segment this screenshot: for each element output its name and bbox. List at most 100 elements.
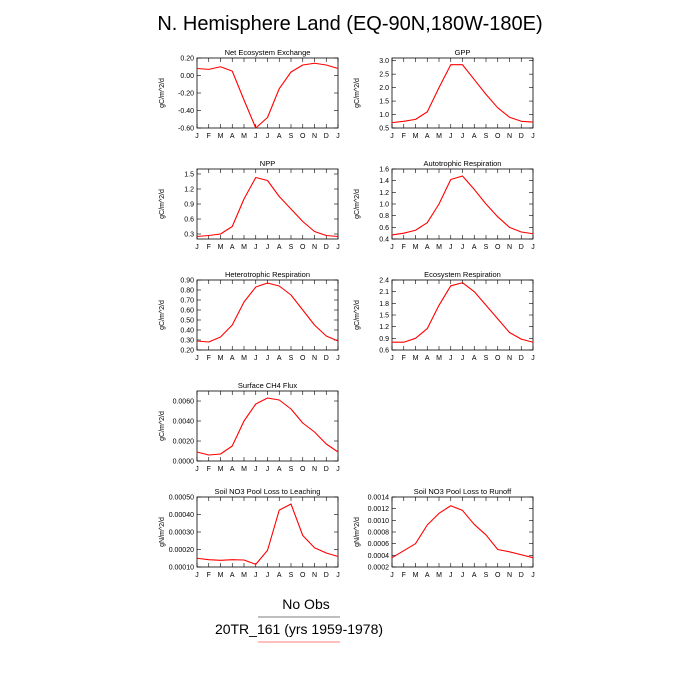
panel-heterotrophic-respiration: Heterotrophic Respiration 0.90 0.80 0.70 0.6… xyxy=(159,270,340,362)
panel-title: Net Ecosystem Exchange xyxy=(225,48,311,57)
x-tick-label: J xyxy=(531,244,535,251)
x-tick-label: M xyxy=(241,466,247,473)
x-tick-label: D xyxy=(519,572,524,579)
x-tick-label: S xyxy=(484,355,489,362)
x-tick-label: M xyxy=(413,133,419,140)
x-tick-label: J xyxy=(254,466,258,473)
x-tick-label: M xyxy=(413,244,419,251)
x-tick-label: J xyxy=(254,355,258,362)
x-tick-label: D xyxy=(324,466,329,473)
x-tick-label: O xyxy=(300,572,306,579)
plot-frame xyxy=(391,496,534,568)
y-tick-label: 0.6 xyxy=(379,348,389,355)
x-tick-label: D xyxy=(324,572,329,579)
x-tick-label: J xyxy=(266,466,270,473)
legend-entry-20tr-161: 20TR_161 (yrs 1959-1978) xyxy=(215,621,383,637)
x-tick-label: J xyxy=(254,133,258,140)
y-tick-label: 3.0 xyxy=(379,58,389,65)
y-tick-label: 0.5 xyxy=(379,126,389,133)
y-tick-label: 2.0 xyxy=(379,85,389,92)
x-tick-label: J xyxy=(195,355,199,362)
x-tick-label: F xyxy=(207,133,211,140)
x-tick-label: N xyxy=(507,133,512,140)
x-tick-label: D xyxy=(324,355,329,362)
x-tick-label: J xyxy=(390,355,394,362)
x-tick-label: M xyxy=(436,355,442,362)
x-tick-label: M xyxy=(436,244,442,251)
x-tick-label: M xyxy=(218,244,224,251)
series-line xyxy=(392,282,534,343)
x-tick-label: A xyxy=(277,355,282,362)
plot-frame xyxy=(196,279,339,351)
x-tick-label: A xyxy=(230,466,235,473)
series-line xyxy=(196,503,339,565)
x-tick-label: J xyxy=(336,244,340,251)
y-tick-label: 2.5 xyxy=(379,72,389,79)
panel-title: NPP xyxy=(260,159,275,168)
x-tick-label: M xyxy=(241,133,247,140)
plot-frame xyxy=(196,168,339,240)
x-tick-label: N xyxy=(312,133,317,140)
x-tick-label: N xyxy=(507,355,512,362)
x-tick-label: J xyxy=(254,244,258,251)
x-tick-label: M xyxy=(436,133,442,140)
y-tick-label: 2.1 xyxy=(379,289,389,296)
x-tick-label: A xyxy=(230,133,235,140)
x-tick-label: O xyxy=(300,355,306,362)
y-tick-label: 0.0014 xyxy=(368,495,390,502)
x-tick-label: O xyxy=(300,133,306,140)
x-tick-label: A xyxy=(472,355,477,362)
x-tick-label: F xyxy=(402,572,406,579)
panel-title: Heterotrophic Respiration xyxy=(225,270,310,279)
y-tick-label: 0.60 xyxy=(180,308,194,315)
y-tick-label: 1.5 xyxy=(379,313,389,320)
y-axis-label: gC/m^2/d xyxy=(159,189,166,219)
x-tick-label: D xyxy=(519,355,524,362)
x-tick-label: A xyxy=(230,244,235,251)
x-tick-label: M xyxy=(218,355,224,362)
y-tick-label: 1.5 xyxy=(379,99,389,106)
x-tick-label: J xyxy=(336,572,340,579)
y-tick-label: 0.0008 xyxy=(368,530,390,537)
x-tick-label: M xyxy=(218,133,224,140)
y-tick-label: 0.0060 xyxy=(173,399,195,406)
panel-title: GPP xyxy=(455,48,471,57)
x-tick-label: O xyxy=(495,355,501,362)
x-tick-label: J xyxy=(531,133,535,140)
panels-group: Net Ecosystem Exchange 0.20 0.00 -0.20 -0.40… xyxy=(159,48,535,579)
panel-title: Ecosystem Respiration xyxy=(424,270,501,279)
x-tick-label: D xyxy=(324,244,329,251)
x-tick-label: A xyxy=(277,466,282,473)
y-tick-label: 0.6 xyxy=(379,225,389,232)
x-tick-label: J xyxy=(461,572,465,579)
y-tick-label: 0.6 xyxy=(184,217,194,224)
panel-title: Autotrophic Respiration xyxy=(424,159,502,168)
y-axis-label: gC/m^2/d xyxy=(354,189,361,219)
x-tick-label: M xyxy=(218,466,224,473)
x-tick-label: F xyxy=(402,133,406,140)
x-tick-label: A xyxy=(472,244,477,251)
x-tick-label: J xyxy=(195,133,199,140)
x-tick-label: D xyxy=(519,244,524,251)
x-tick-label: M xyxy=(241,355,247,362)
x-tick-label: A xyxy=(472,572,477,579)
y-tick-label: 1.8 xyxy=(379,301,389,308)
x-tick-label: N xyxy=(312,466,317,473)
plot-frame xyxy=(196,390,339,462)
series-line xyxy=(196,397,339,456)
panel-soil-no3-pool-loss-to-runoff: Soil NO3 Pool Loss to Runoff 0.0014 0.0012… xyxy=(354,487,535,579)
x-tick-label: J xyxy=(461,133,465,140)
y-tick-label: 0.70 xyxy=(180,298,194,305)
y-tick-label: 0.30 xyxy=(180,338,194,345)
x-tick-label: A xyxy=(277,244,282,251)
x-tick-label: N xyxy=(312,572,317,579)
panel-title: Soil NO3 Pool Loss to Runoff xyxy=(414,487,512,496)
y-axis-label: gC/m^2/d xyxy=(354,78,361,108)
panel-title: Soil NO3 Pool Loss to Leaching xyxy=(215,487,321,496)
x-tick-label: J xyxy=(531,572,535,579)
y-axis-label: gC/m^2/d xyxy=(354,300,361,330)
figure-title: N. Hemisphere Land (EQ-90N,180W-180E) xyxy=(157,13,542,35)
y-tick-label: 0.0004 xyxy=(368,553,390,560)
y-tick-label: 1.2 xyxy=(184,187,194,194)
series-line xyxy=(391,175,534,236)
